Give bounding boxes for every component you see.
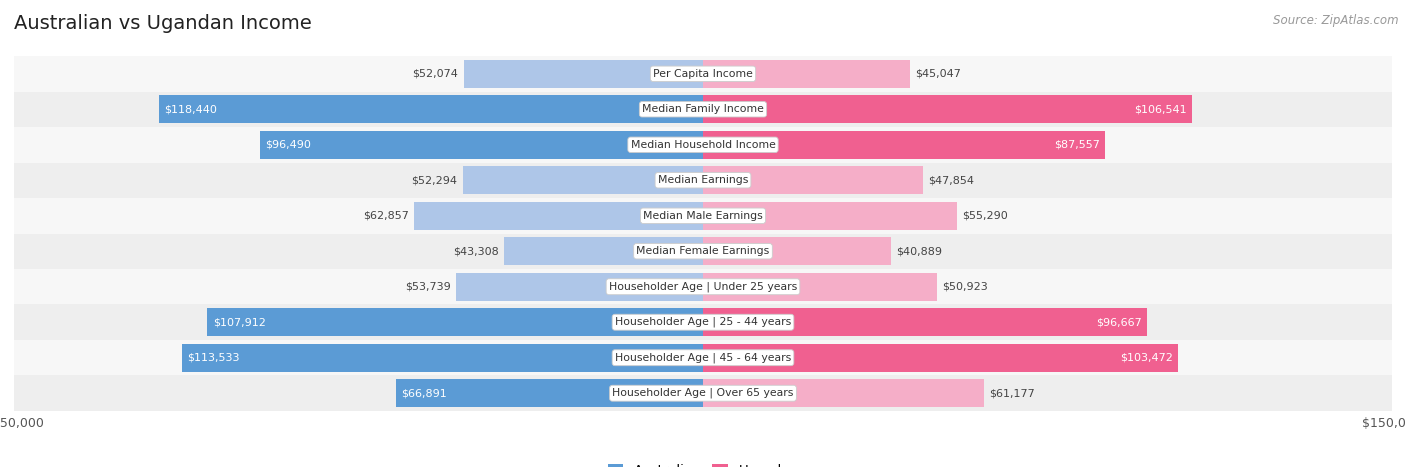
Text: $103,472: $103,472	[1119, 353, 1173, 363]
Bar	[14, 198, 1392, 234]
Text: $106,541: $106,541	[1135, 104, 1187, 114]
Text: $50,923: $50,923	[942, 282, 988, 292]
Bar	[14, 375, 1392, 411]
Text: $52,294: $52,294	[412, 175, 457, 185]
Text: $43,308: $43,308	[453, 246, 499, 256]
Text: $53,739: $53,739	[405, 282, 451, 292]
Text: $113,533: $113,533	[187, 353, 239, 363]
Bar	[703, 60, 910, 88]
Text: Source: ZipAtlas.com: Source: ZipAtlas.com	[1274, 14, 1399, 27]
Bar	[14, 304, 1392, 340]
Bar	[464, 60, 703, 88]
Bar	[415, 202, 703, 230]
Bar	[703, 131, 1105, 159]
Bar	[703, 95, 1192, 123]
Bar	[14, 127, 1392, 163]
Text: $87,557: $87,557	[1053, 140, 1099, 150]
Bar	[207, 308, 703, 336]
Text: $96,667: $96,667	[1095, 317, 1142, 327]
Bar	[703, 344, 1178, 372]
Text: Median Family Income: Median Family Income	[643, 104, 763, 114]
Bar	[463, 166, 703, 194]
Text: $40,889: $40,889	[896, 246, 942, 256]
Text: Householder Age | 25 - 44 years: Householder Age | 25 - 44 years	[614, 317, 792, 327]
Bar	[703, 237, 891, 265]
Text: Householder Age | Over 65 years: Householder Age | Over 65 years	[612, 388, 794, 398]
Text: Householder Age | Under 25 years: Householder Age | Under 25 years	[609, 282, 797, 292]
Bar	[14, 269, 1392, 304]
Bar	[14, 163, 1392, 198]
Text: $118,440: $118,440	[165, 104, 218, 114]
Text: $96,490: $96,490	[266, 140, 311, 150]
Text: Median Earnings: Median Earnings	[658, 175, 748, 185]
Legend: Australian, Ugandan: Australian, Ugandan	[602, 459, 804, 467]
Bar	[505, 237, 703, 265]
Text: Median Male Earnings: Median Male Earnings	[643, 211, 763, 221]
Bar	[395, 379, 703, 407]
Bar	[456, 273, 703, 301]
Text: $45,047: $45,047	[915, 69, 962, 79]
Text: $62,857: $62,857	[363, 211, 409, 221]
Text: $66,891: $66,891	[401, 388, 447, 398]
Bar	[14, 92, 1392, 127]
Text: Median Household Income: Median Household Income	[630, 140, 776, 150]
Text: Per Capita Income: Per Capita Income	[652, 69, 754, 79]
Text: $52,074: $52,074	[412, 69, 458, 79]
Text: $55,290: $55,290	[963, 211, 1008, 221]
Bar	[703, 202, 957, 230]
Bar	[703, 379, 984, 407]
Bar	[159, 95, 703, 123]
Text: Median Female Earnings: Median Female Earnings	[637, 246, 769, 256]
Bar	[181, 344, 703, 372]
Bar	[14, 234, 1392, 269]
Bar	[703, 166, 922, 194]
Text: Australian vs Ugandan Income: Australian vs Ugandan Income	[14, 14, 312, 33]
Bar	[703, 308, 1147, 336]
Text: Householder Age | 45 - 64 years: Householder Age | 45 - 64 years	[614, 353, 792, 363]
Bar	[14, 340, 1392, 375]
Text: $107,912: $107,912	[212, 317, 266, 327]
Bar	[14, 56, 1392, 92]
Text: $47,854: $47,854	[928, 175, 974, 185]
Text: $61,177: $61,177	[990, 388, 1035, 398]
Bar	[260, 131, 703, 159]
Bar	[703, 273, 936, 301]
